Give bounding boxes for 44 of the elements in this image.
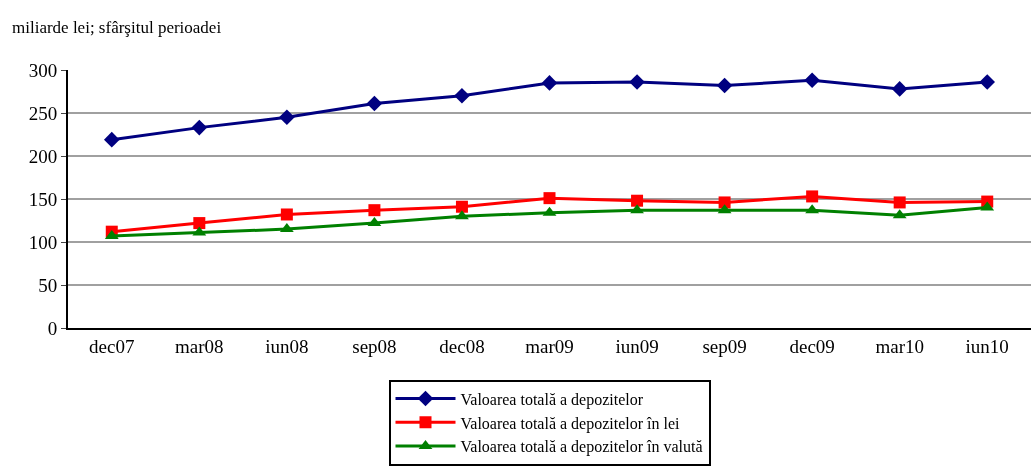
- point: [716, 77, 733, 94]
- x-tick-label: dec08: [439, 335, 485, 357]
- point: [368, 204, 381, 217]
- point: [193, 217, 206, 230]
- y-axis-title: miliarde lei; sfârşitul perioadei: [12, 18, 222, 37]
- point: [631, 194, 644, 207]
- legend-label: Valoarea totală a depozitelor: [460, 390, 644, 409]
- y-tick-label: 100: [28, 231, 58, 253]
- x-tick-label: mar09: [525, 335, 574, 357]
- point: [454, 88, 470, 104]
- point: [806, 190, 819, 203]
- x-tick-label: sep09: [702, 335, 747, 357]
- point: [541, 75, 558, 91]
- point: [103, 131, 120, 148]
- point: [191, 119, 208, 136]
- point: [543, 192, 556, 205]
- x-tick-label: sep08: [352, 335, 397, 357]
- point: [629, 74, 645, 90]
- point: [804, 72, 820, 89]
- point: [893, 196, 906, 209]
- x-tick-label: iun10: [965, 335, 1009, 357]
- x-tick-label: iun08: [265, 335, 309, 357]
- y-tick-label: 250: [28, 102, 58, 124]
- point: [279, 109, 295, 126]
- y-tick-label: 0: [47, 317, 58, 339]
- point: [455, 210, 469, 220]
- y-tick-label: 150: [28, 188, 58, 210]
- point: [455, 200, 468, 213]
- legend-label: Valoarea totală a depozitelor în valută: [460, 438, 703, 457]
- y-tick-label: 200: [28, 145, 58, 167]
- x-tick-label: dec09: [789, 335, 835, 357]
- x-tick-label: iun09: [615, 335, 659, 357]
- x-tick-label: mar10: [875, 335, 924, 357]
- point: [718, 196, 731, 209]
- legend-label: Valoarea totală a depozitelor în lei: [460, 414, 681, 433]
- point: [280, 208, 293, 221]
- x-tick-label: dec07: [89, 335, 135, 357]
- point: [891, 81, 908, 97]
- point: [366, 95, 383, 112]
- x-tick-label: mar08: [175, 335, 224, 357]
- point: [630, 204, 644, 214]
- y-tick-label: 50: [38, 274, 58, 296]
- point: [979, 74, 996, 90]
- y-tick-label: 300: [28, 59, 58, 81]
